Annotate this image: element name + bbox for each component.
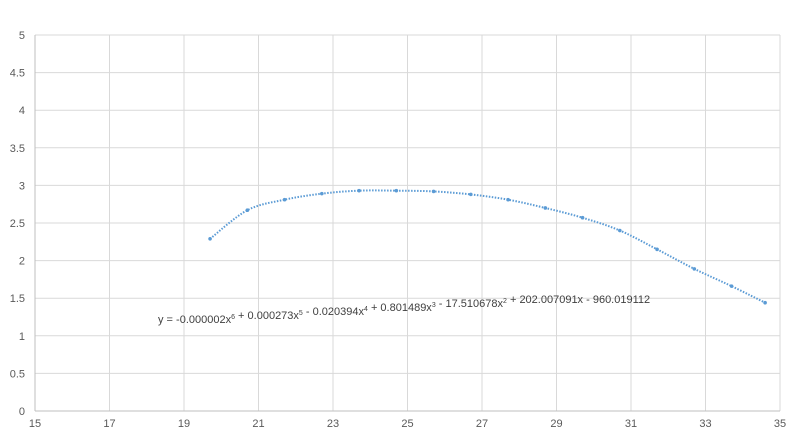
- trendline: [209, 189, 766, 304]
- x-tick-label: 27: [476, 418, 488, 430]
- y-tick-label: 3: [19, 180, 25, 192]
- data-point: [618, 228, 622, 233]
- data-point: [763, 300, 767, 305]
- data-point: [469, 192, 473, 197]
- data-point: [245, 208, 250, 213]
- data-point: [357, 188, 361, 193]
- y-tick-label: 1: [19, 331, 25, 343]
- y-tick-label: 0: [19, 406, 25, 418]
- data-point: [282, 197, 287, 202]
- x-tick-label: 15: [29, 418, 41, 430]
- x-tick-label: 31: [625, 418, 637, 430]
- grid-lines: [35, 34, 781, 411]
- data-point: [729, 284, 734, 288]
- x-tick-label: 23: [327, 418, 339, 430]
- data-point: [543, 206, 548, 210]
- x-tick-label: 25: [401, 418, 413, 430]
- y-tick-label: 0.5: [10, 368, 25, 380]
- x-tick-label: 35: [774, 418, 786, 430]
- data-point: [506, 197, 510, 202]
- x-tick-label: 17: [103, 418, 115, 430]
- x-tick-label: 33: [699, 418, 711, 430]
- y-tick-label: 2.5: [10, 218, 25, 230]
- data-point: [394, 188, 399, 193]
- data-points: [208, 188, 767, 305]
- trendline-equation: y = -0.000002x6 + 0.000273x5 - 0.020394x…: [158, 294, 650, 326]
- data-point: [208, 236, 212, 241]
- y-tick-label: 1.5: [10, 293, 25, 305]
- axes: [34, 35, 780, 412]
- data-point: [320, 191, 324, 196]
- y-tick-label: 5: [19, 30, 25, 42]
- y-tick-label: 4: [19, 105, 25, 117]
- data-point: [431, 189, 436, 194]
- data-point: [655, 247, 659, 252]
- tick-labels: 0 0.5 1 1.5 2 2.5 3 3.5 4 4.5 5 15 17 19 21 23 25 27 29 31 3…: [10, 30, 786, 430]
- x-tick-label: 29: [550, 418, 562, 430]
- y-tick-label: 2: [19, 256, 25, 268]
- x-tick-label: 19: [178, 418, 190, 430]
- data-point: [692, 267, 697, 271]
- data-point: [580, 215, 585, 220]
- trendline-group: [209, 189, 766, 304]
- y-tick-label: 3.5: [10, 143, 25, 155]
- x-tick-label: 21: [252, 418, 264, 430]
- y-tick-label: 4.5: [10, 68, 25, 80]
